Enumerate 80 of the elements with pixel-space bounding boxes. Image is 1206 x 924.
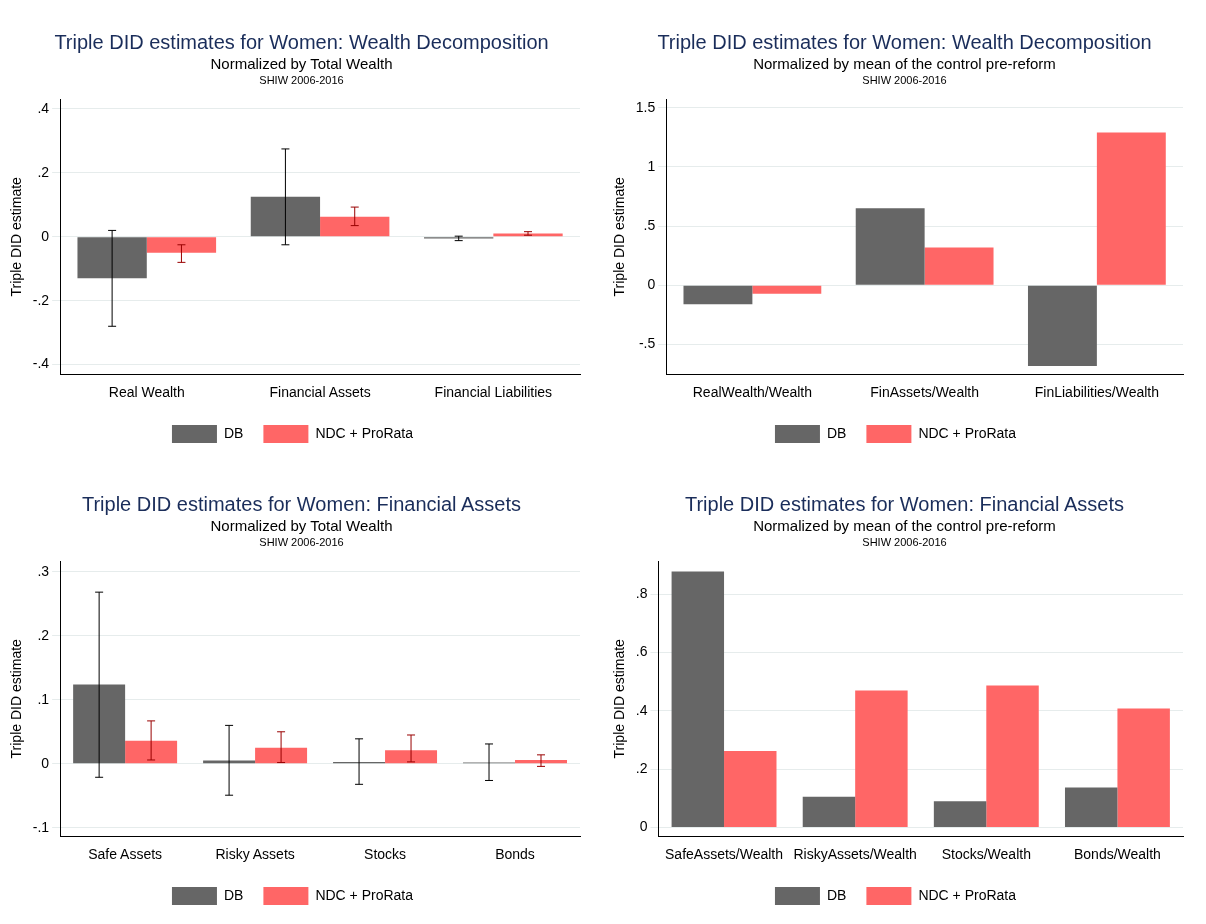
bar xyxy=(855,208,925,285)
bar xyxy=(125,740,178,764)
bar xyxy=(986,685,1039,827)
text: SHIW 2006-2016 xyxy=(258,73,345,88)
y-tick-label: 0 xyxy=(41,754,50,771)
bar xyxy=(933,801,987,827)
text: SHIW 2006-2016 xyxy=(861,73,948,88)
y-tick-label: .4 xyxy=(635,701,648,718)
chart-title: Triple DID estimates for Women: Wealth Decomposition xyxy=(53,30,550,54)
bar xyxy=(671,571,725,827)
x-tick-label: Bonds xyxy=(495,846,535,863)
y-tick-label: .4 xyxy=(37,99,50,116)
bar xyxy=(855,690,908,827)
chart-subtitle: Normalized by Total Wealth xyxy=(209,516,394,535)
text: SHIW 2006-2016 xyxy=(861,535,948,550)
chart-title: Triple DID estimates for Women: Wealth Decomposition xyxy=(656,30,1153,54)
bar xyxy=(1027,285,1097,366)
x-tick-label: Real Wealth xyxy=(108,384,185,401)
legend-label: NDC + ProRata xyxy=(918,424,1017,441)
y-axis-title: Triple DID estimate xyxy=(8,176,25,297)
y-tick-label: -.2 xyxy=(32,291,50,308)
y-tick-label: .2 xyxy=(635,760,648,777)
y-tick-label: .3 xyxy=(37,562,50,579)
bar xyxy=(1064,787,1118,827)
bar xyxy=(1096,132,1166,285)
x-tick-label: FinAssets/Wealth xyxy=(870,384,979,401)
bar xyxy=(802,796,856,827)
legend-label: NDC + ProRata xyxy=(315,886,414,903)
y-tick-label: -.4 xyxy=(32,355,50,372)
y-tick-label: 1.5 xyxy=(635,98,656,115)
x-tick-label: RealWealth/Wealth xyxy=(692,384,813,401)
x-tick-label: Financial Liabilities xyxy=(434,384,553,401)
y-tick-label: -.1 xyxy=(32,818,50,835)
bar xyxy=(683,285,753,305)
legend-label: DB xyxy=(223,424,244,441)
y-tick-label: .1 xyxy=(37,690,50,707)
x-tick-label: Risky Assets xyxy=(215,846,295,863)
bar xyxy=(146,237,217,253)
bar xyxy=(73,684,126,764)
bar xyxy=(724,751,777,827)
chart-title: Triple DID estimates for Women: Financial Assets xyxy=(683,492,1125,516)
chart-subtitle: Normalized by mean of the control pre-reform xyxy=(752,516,1057,535)
legend-label: NDC + ProRata xyxy=(315,424,414,441)
y-axis-title: Triple DID estimate xyxy=(611,638,628,759)
y-tick-label: 0 xyxy=(41,227,50,244)
legend-label: NDC + ProRata xyxy=(918,886,1017,903)
y-tick-label: 0 xyxy=(639,818,648,835)
text: SHIW 2006-2016 xyxy=(258,535,345,550)
bar xyxy=(1117,708,1170,827)
y-tick-label: .5 xyxy=(643,217,656,233)
legend-label: DB xyxy=(826,424,847,441)
bar xyxy=(255,747,308,764)
y-tick-label: .2 xyxy=(37,626,50,643)
chart-title: Triple DID estimates for Women: Financial Assets xyxy=(80,492,522,516)
x-tick-label: RiskyAssets/Wealth xyxy=(793,846,917,863)
x-tick-label: Safe Assets xyxy=(88,846,163,863)
x-tick-label: Stocks/Wealth xyxy=(941,846,1031,863)
legend-label: DB xyxy=(223,886,244,903)
x-tick-label: Stocks xyxy=(364,846,407,863)
x-tick-label: SafeAssets/Wealth xyxy=(665,846,784,863)
chart-subtitle: Normalized by mean of the control pre-reform xyxy=(752,54,1057,73)
bar xyxy=(385,750,438,764)
bar xyxy=(250,196,321,237)
x-tick-label: Financial Assets xyxy=(269,384,371,401)
bar xyxy=(320,216,390,237)
bar xyxy=(924,247,994,285)
y-tick-label: .8 xyxy=(635,585,648,602)
y-axis-title: Triple DID estimate xyxy=(8,638,25,759)
chart-subtitle: Normalized by Total Wealth xyxy=(209,54,394,73)
y-tick-label: .2 xyxy=(37,163,50,180)
bar xyxy=(77,237,147,279)
y-tick-label: -.5 xyxy=(638,335,656,352)
x-tick-label: FinLiabilities/Wealth xyxy=(1034,384,1159,401)
bar xyxy=(752,285,822,294)
legend-label: DB xyxy=(826,886,847,903)
y-tick-label: 0 xyxy=(647,276,656,293)
y-axis-title: Triple DID estimate xyxy=(611,176,628,297)
x-tick-label: Bonds/Wealth xyxy=(1073,846,1161,863)
y-tick-label: .6 xyxy=(635,643,648,660)
y-tick-label: 1 xyxy=(647,157,656,174)
